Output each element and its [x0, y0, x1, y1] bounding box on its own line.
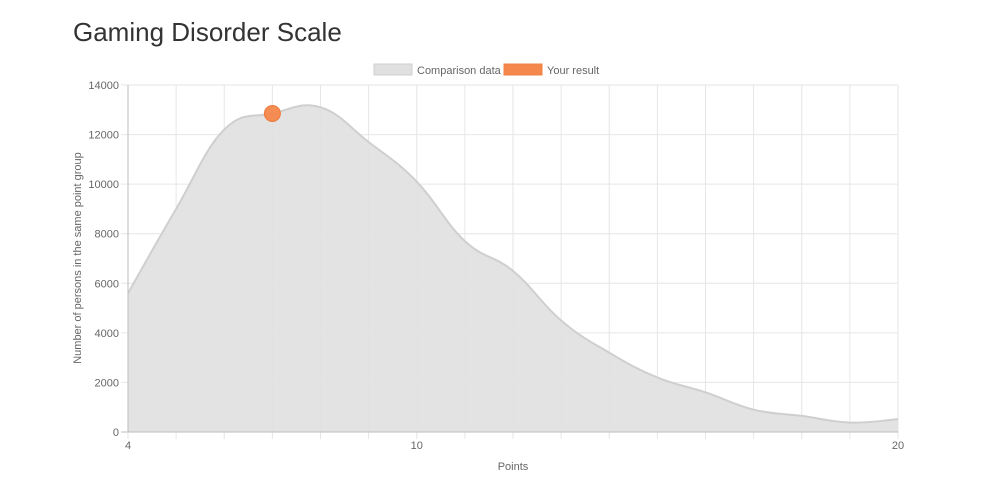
y-tick-label: 10000 — [88, 179, 119, 191]
axes — [121, 85, 898, 433]
y-tick-label: 8000 — [95, 229, 119, 241]
comparison-series-line — [127, 104, 899, 424]
x-tick-label: 20 — [892, 440, 904, 452]
y-tick-label: 0 — [113, 427, 119, 439]
y-axis-title: Number of persons in the same point grou… — [72, 152, 84, 364]
y-tick-label: 14000 — [88, 80, 119, 92]
legend-label-your-result: Your result — [547, 65, 599, 77]
legend: Comparison data Your result — [373, 63, 599, 77]
x-tick-label: 10 — [411, 440, 423, 452]
area-layer — [127, 104, 899, 433]
legend-swatch-comparison — [373, 63, 413, 76]
x-tick-label: 4 — [125, 440, 131, 452]
y-tick-label: 4000 — [95, 328, 119, 340]
y-tick-label: 6000 — [95, 278, 119, 290]
x-axis-title: Points — [498, 461, 529, 473]
legend-label-comparison: Comparison data — [417, 65, 502, 77]
comparison-area-fill — [128, 105, 898, 433]
y-tick-label: 12000 — [88, 130, 119, 142]
your-result-point[interactable] — [263, 105, 281, 123]
y-tick-label: 2000 — [95, 377, 119, 389]
highlight-layer — [263, 105, 281, 123]
legend-item-your-result[interactable]: Your result — [503, 63, 599, 77]
tick-labels: 0 2000 4000 6000 8000 10000 12000 14000 4 10 20 — [88, 80, 904, 452]
legend-swatch-your-result — [503, 63, 543, 76]
legend-item-comparison[interactable]: Comparison data — [373, 63, 502, 77]
page-title: Gaming Disorder Scale — [73, 17, 342, 47]
